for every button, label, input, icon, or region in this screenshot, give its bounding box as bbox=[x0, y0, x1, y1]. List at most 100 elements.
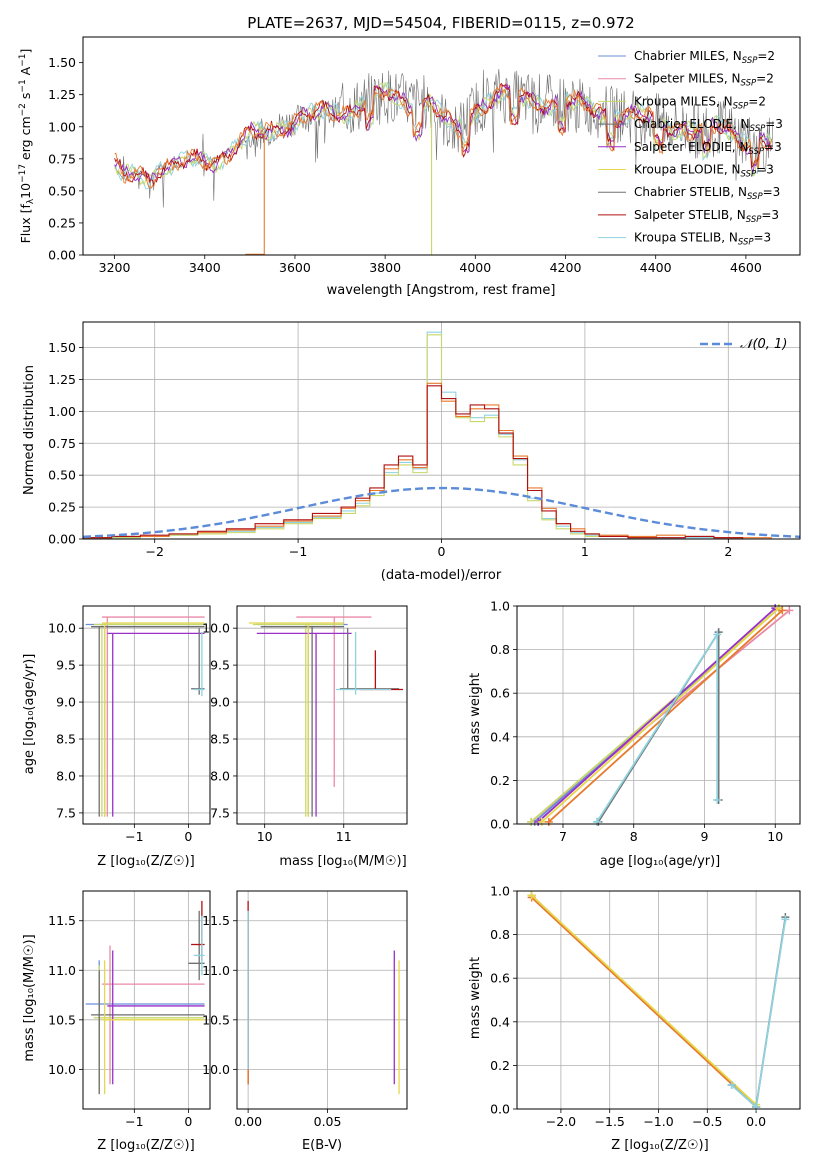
y-tick-label: 0.75 bbox=[48, 151, 76, 166]
mass-vs-ebv-xlabel: E(B-V) bbox=[302, 1138, 342, 1153]
mass-weight-line bbox=[596, 631, 719, 823]
y-tick-label: 7.5 bbox=[210, 805, 230, 820]
y-tick-label: 10.0 bbox=[202, 1062, 230, 1077]
axes-frame bbox=[82, 605, 211, 825]
x-tick-label: −2 bbox=[145, 544, 163, 559]
normal-distribution-curve bbox=[82, 486, 801, 538]
plus-marker bbox=[781, 915, 790, 924]
y-tick-label: 0.4 bbox=[490, 729, 510, 744]
axes-frame bbox=[236, 605, 408, 825]
age-vs-metallicity-plot-area: −1 0 7.5 8.0 8.5 9.0 9.5 10.0 bbox=[48, 605, 211, 844]
x-tick-label: 0 bbox=[438, 544, 446, 559]
plus-marker bbox=[727, 1081, 736, 1090]
spectrum-title: PLATE=2637, MJD=54504, FIBERID=0115, z=0… bbox=[247, 14, 634, 32]
y-tick-label: 8.5 bbox=[56, 732, 76, 747]
x-tick-label: 3600 bbox=[279, 260, 311, 275]
massweight-vs-metallicity-ylabel: mass weight bbox=[468, 957, 483, 1039]
y-tick-label: 1.0 bbox=[490, 599, 510, 614]
x-tick-label: 10 bbox=[257, 829, 273, 844]
y-tick-label: 0.00 bbox=[48, 248, 76, 263]
age-vs-metallicity-ylabel: age [log₁₀(age/yr)] bbox=[22, 654, 37, 775]
legend-entry: Kroupa MILES, NSSP=2 bbox=[634, 94, 766, 111]
x-tick-label: 0 bbox=[184, 829, 192, 844]
massweight-vs-metallicity-xlabel: Z [log₁₀(Z/Z☉)] bbox=[611, 1138, 708, 1153]
y-tick-label: 1.00 bbox=[48, 119, 76, 134]
legend-entry: Kroupa ELODIE, NSSP=3 bbox=[634, 163, 774, 180]
y-tick-label: 1.50 bbox=[48, 340, 76, 355]
axes-frame bbox=[516, 890, 801, 1110]
y-tick-label: 1.50 bbox=[48, 55, 76, 70]
y-tick-label: 11.5 bbox=[48, 913, 76, 928]
y-tick-label: 0.50 bbox=[48, 468, 76, 483]
spectrum-ylabel: Flux [fλ10−17 erg cm−2 s−1 A−1] bbox=[18, 49, 36, 244]
x-tick-label: 10 bbox=[767, 829, 783, 844]
x-tick-label: 3800 bbox=[369, 260, 401, 275]
y-tick-label: 0.00 bbox=[48, 532, 76, 547]
y-tick-label: 8.0 bbox=[210, 768, 230, 783]
age-vs-mass-xlabel: mass [log₁₀(M/M☉)] bbox=[279, 854, 406, 869]
massweight-vs-age-ylabel: mass weight bbox=[468, 673, 483, 755]
spectrum-lines bbox=[114, 68, 774, 255]
mass-weight-line bbox=[731, 919, 787, 1109]
residuals-ylabel: Normed distribution bbox=[22, 365, 37, 495]
y-tick-label: 10.5 bbox=[202, 1012, 230, 1027]
y-tick-label: 9.5 bbox=[210, 658, 230, 673]
histogram-series bbox=[82, 334, 800, 540]
legend-entry: Kroupa STELIB, NSSP=3 bbox=[634, 231, 771, 248]
y-tick-label: 11.0 bbox=[48, 963, 76, 978]
mass-weight-line bbox=[530, 607, 780, 823]
massweight-vs-age-plot-area: 7 8 9 10 0.0 0.2 0.4 0.6 0.8 1.0 bbox=[490, 599, 801, 844]
plus-marker bbox=[785, 606, 794, 615]
y-tick-label: 0.25 bbox=[48, 215, 76, 230]
spectrum-xlabel: wavelength [Angstrom, rest frame] bbox=[327, 283, 556, 298]
mass-weight-line bbox=[530, 896, 757, 1108]
mass-vs-ebv-panel: 0.00 0.05 10.0 10.5 11.0 11.5 E(B-V) bbox=[202, 890, 408, 1153]
mass-weight-line bbox=[530, 894, 757, 1106]
y-tick-label: 8.5 bbox=[210, 732, 230, 747]
mass-vs-metallicity-panel: −1 0 10.0 10.5 11.0 11.5 Z [log₁₀(Z/Z☉)] mass… bbox=[22, 890, 211, 1153]
y-tick-label: 10.5 bbox=[48, 1012, 76, 1027]
mass-vs-metallicity-ylabel: mass [log₁₀(M/M☉)] bbox=[22, 934, 37, 1061]
y-tick-label: 0.6 bbox=[490, 686, 510, 701]
plus-marker bbox=[713, 630, 722, 639]
spectrum-legend: Chabrier MILES, NSSP=2 Salpeter MILES, NS… bbox=[598, 49, 783, 248]
mass-vs-ebv-plot-area: 0.00 0.05 10.0 10.5 11.0 11.5 bbox=[202, 890, 408, 1129]
legend-entry: Chabrier STELIB, NSSP=3 bbox=[634, 185, 780, 202]
y-tick-label: 1.25 bbox=[48, 372, 76, 387]
x-tick-label: −1 bbox=[125, 1114, 143, 1129]
y-tick-label: 0.2 bbox=[490, 1058, 510, 1073]
x-tick-label: 4400 bbox=[640, 260, 672, 275]
x-tick-label: 0.0 bbox=[746, 1114, 766, 1129]
x-tick-label: 7 bbox=[559, 829, 567, 844]
x-tick-label: −0.5 bbox=[692, 1114, 722, 1129]
y-tick-label: 0.0 bbox=[490, 817, 510, 832]
y-tick-label: 9.5 bbox=[56, 658, 76, 673]
age-vs-mass-plot-area: 10 11 7.5 8.0 8.5 9.0 9.5 10.0 bbox=[202, 605, 408, 844]
y-tick-label: 0.4 bbox=[490, 1014, 510, 1029]
legend-entry: Salpeter ELODIE, NSSP=3 bbox=[634, 140, 782, 157]
mass-weight-line bbox=[731, 917, 787, 1109]
y-tick-label: 10.0 bbox=[202, 621, 230, 636]
axes-frame bbox=[82, 890, 211, 1110]
mass-vs-metallicity-xlabel: Z [log₁₀(Z/Z☉)] bbox=[97, 1138, 194, 1153]
spectrum-plot-area: 3200 3400 3600 3800 4000 4200 4400 4600 0.00 0.25… bbox=[48, 36, 801, 275]
massweight-vs-age-xlabel: age [log₁₀(age/yr)] bbox=[600, 854, 721, 869]
legend-entry: Chabrier ELODIE, NSSP=3 bbox=[634, 117, 783, 134]
y-tick-label: 0.8 bbox=[490, 927, 510, 942]
y-tick-label: 10.0 bbox=[48, 1062, 76, 1077]
massweight-vs-metallicity-plot-area: −2.0 −1.5 −1.0 −0.5 0.0 0.0 0.2 0.4 0.6 0.8 1.0 bbox=[490, 884, 801, 1129]
x-tick-label: −1.5 bbox=[595, 1114, 625, 1129]
y-tick-label: 11.0 bbox=[202, 963, 230, 978]
model-spectrum-line bbox=[114, 84, 773, 189]
y-tick-label: 0.2 bbox=[490, 773, 510, 788]
x-tick-label: 9 bbox=[701, 829, 709, 844]
x-tick-label: 4000 bbox=[459, 260, 491, 275]
x-tick-label: −1.0 bbox=[643, 1114, 673, 1129]
y-tick-label: 9.0 bbox=[210, 695, 230, 710]
legend-entry: Chabrier MILES, NSSP=2 bbox=[634, 49, 775, 66]
residuals-xlabel: (data-model)/error bbox=[381, 568, 502, 583]
x-tick-label: 3200 bbox=[99, 260, 131, 275]
y-tick-label: 1.0 bbox=[490, 884, 510, 899]
x-tick-label: 8 bbox=[630, 829, 638, 844]
y-tick-label: 7.5 bbox=[56, 805, 76, 820]
